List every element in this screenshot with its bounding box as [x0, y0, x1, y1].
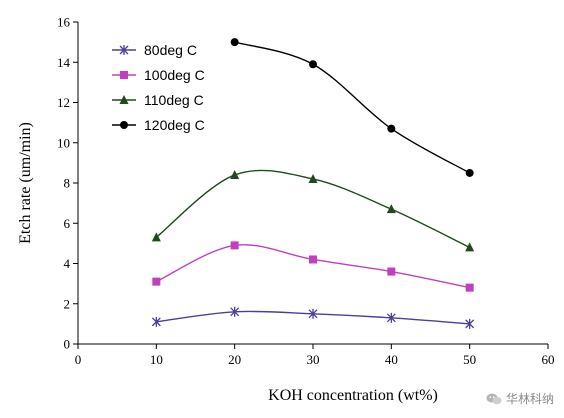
data-point — [308, 173, 318, 183]
x-axis-title: KOH concentration (wt%) — [268, 387, 438, 404]
data-point — [230, 241, 239, 250]
y-tick-label: 6 — [64, 216, 71, 231]
watermark: 华林科纳 — [486, 390, 554, 407]
y-tick-label: 10 — [57, 135, 70, 150]
series-layer — [151, 38, 475, 329]
series-line — [234, 41, 471, 174]
data-point — [465, 168, 474, 177]
series-1 — [151, 306, 475, 329]
legend-marker — [120, 121, 128, 129]
y-tick-label: 4 — [64, 256, 71, 271]
legend: 80deg C 100deg C 110deg C 120deg C — [112, 42, 205, 133]
x-tick-label: 0 — [75, 352, 82, 367]
legend-label: 110deg C — [144, 92, 204, 108]
data-point — [230, 306, 240, 317]
y-tick-label: 0 — [64, 337, 71, 352]
y-axis-title: Etch rate (um/min) — [17, 122, 34, 244]
y-tick-label: 8 — [64, 176, 71, 191]
watermark-text: 华林科纳 — [505, 392, 554, 406]
x-tick-label: 40 — [385, 352, 398, 367]
series-4 — [230, 38, 474, 177]
data-point — [151, 232, 161, 242]
data-point — [387, 124, 396, 133]
data-point — [465, 242, 475, 252]
series-3 — [151, 169, 475, 252]
y-tick-label: 12 — [57, 95, 70, 110]
data-point — [309, 60, 317, 69]
data-point — [230, 169, 240, 179]
data-point — [387, 267, 396, 276]
data-point — [465, 283, 474, 292]
legend-marker — [119, 95, 129, 104]
data-point — [386, 312, 396, 323]
y-tick-label: 16 — [57, 15, 71, 30]
legend-label: 120deg C — [144, 117, 205, 133]
data-point — [308, 308, 318, 319]
x-tick-label: 60 — [542, 352, 555, 367]
legend-label: 100deg C — [144, 67, 205, 83]
series-line — [156, 244, 470, 289]
x-tick-label: 10 — [150, 352, 163, 367]
x-tick-label: 50 — [463, 352, 476, 367]
wechat-icon — [486, 393, 502, 404]
legend-marker — [119, 45, 129, 55]
x-tick-label: 30 — [307, 352, 320, 367]
legend-item: 100deg C — [112, 67, 205, 83]
legend-marker — [120, 71, 128, 79]
data-point — [309, 255, 317, 264]
series-2 — [152, 241, 474, 292]
data-point — [386, 204, 396, 214]
y-tick-label: 14 — [57, 55, 71, 70]
legend-item: 80deg C — [112, 42, 197, 58]
legend-label: 80deg C — [144, 42, 197, 58]
data-point — [152, 277, 161, 286]
legend-item: 110deg C — [112, 92, 204, 108]
y-tick-label: 2 — [64, 296, 71, 311]
axes: 0 2 4 6 8 10 12 14 16 0 10 20 30 40 50 60 — [57, 15, 555, 368]
data-point — [151, 316, 161, 327]
legend-item: 120deg C — [112, 117, 205, 133]
x-tick-label: 20 — [228, 352, 241, 367]
data-point — [465, 318, 475, 329]
data-point — [230, 38, 239, 47]
